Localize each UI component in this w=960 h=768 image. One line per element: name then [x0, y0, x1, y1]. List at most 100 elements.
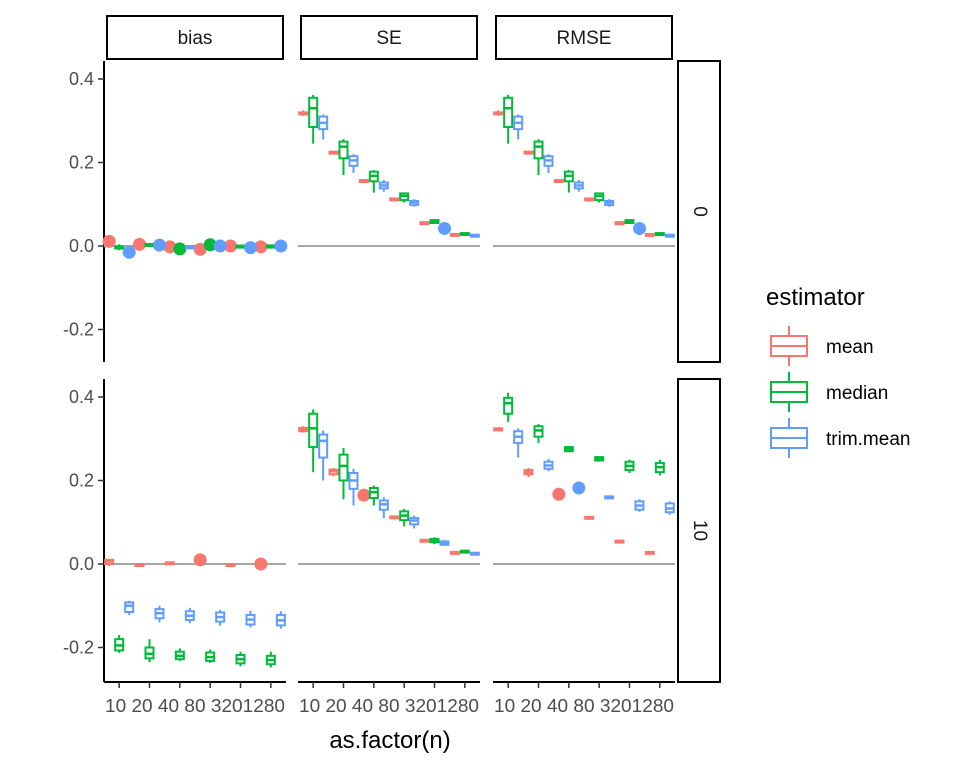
box-body: [503, 396, 514, 415]
outlier-point: [357, 488, 371, 502]
box-body: [533, 140, 544, 160]
box-median-10: [308, 94, 319, 144]
box-mean-80: [584, 515, 595, 520]
box-median-80: [399, 508, 410, 527]
box-mean-20: [328, 150, 339, 155]
box-trim.mean-80: [604, 199, 615, 207]
box-median-40: [368, 170, 379, 193]
box-median-20: [144, 639, 155, 663]
box-body: [308, 96, 319, 129]
box-mean-40: [552, 487, 566, 501]
box-trim.mean-10: [513, 428, 524, 458]
box-median-320: [235, 244, 246, 249]
legend-title: estimator: [766, 284, 865, 311]
y-tick-label: -0.2: [63, 320, 94, 340]
box-mean-320: [225, 563, 236, 567]
box-trim.mean-1280: [469, 233, 480, 238]
strip-SE: SE: [300, 15, 478, 60]
outlier-point: [213, 239, 227, 253]
box-trim.mean-40: [184, 607, 195, 624]
outlier-point: [122, 245, 136, 259]
box-mean-1280: [449, 550, 460, 555]
legend-entry-median: median: [770, 372, 888, 412]
box-trim.mean-20: [348, 154, 359, 173]
box-trim.mean-10: [513, 114, 524, 140]
box-mean-320: [224, 239, 237, 253]
outlier-point: [274, 239, 288, 253]
box-mean-20: [133, 237, 146, 251]
box-mean-80: [584, 197, 595, 202]
box-mean-10: [298, 426, 309, 433]
outlier-point: [193, 553, 207, 567]
box-median-80: [203, 238, 217, 252]
panel-bias-0: [102, 234, 288, 259]
box-trim.mean-20: [348, 468, 359, 506]
y-tick-label: 0.4: [69, 69, 94, 89]
box-mean-1280: [449, 232, 460, 237]
box-mean-10: [104, 558, 115, 567]
box-mean-40: [164, 561, 175, 566]
outlier-point: [438, 221, 451, 235]
box-median-320: [429, 219, 440, 225]
box-median-20: [533, 139, 544, 176]
panel-bias-10: [104, 553, 286, 668]
box-median-1280: [459, 232, 470, 237]
outlier-point: [102, 234, 116, 248]
box-trim.mean-1280: [664, 233, 675, 238]
box-mean-10: [493, 427, 504, 432]
box-mean-80: [389, 197, 400, 202]
box-trim.mean-20: [543, 458, 554, 472]
box-mean-1280: [254, 557, 268, 571]
outlier-point: [244, 241, 257, 255]
box-mean-320: [614, 539, 625, 544]
strip-RMSE: RMSE: [495, 15, 673, 60]
y-tick-label: 0.2: [69, 153, 94, 173]
legend-label: trim.mean: [826, 429, 910, 450]
strip-label-bias: bias: [178, 28, 213, 49]
box-mean-40: [357, 488, 371, 502]
strip-bias: bias: [106, 15, 284, 60]
box-mean-1280: [644, 232, 655, 237]
box-trim.mean-320: [634, 499, 645, 512]
box-trim.mean-10: [122, 245, 136, 259]
box-trim.mean-40: [572, 481, 586, 495]
y-tick-label: -0.2: [63, 638, 94, 658]
box-trim.mean-320: [439, 539, 450, 546]
box-median-320: [235, 651, 246, 667]
panel-RMSE-0: [493, 94, 675, 247]
box-mean-40: [163, 240, 177, 254]
box-median-1280: [654, 232, 665, 237]
box-body: [318, 433, 329, 459]
y-axis-row-0: 0.4 0.2 0.0 -0.2: [63, 61, 105, 362]
panel-SE-0: [298, 94, 480, 247]
outlier-point: [572, 481, 586, 495]
box-median-320: [429, 537, 440, 544]
box-body: [124, 601, 135, 614]
strip-label-SE: SE: [376, 28, 401, 49]
box-body: [308, 412, 319, 449]
panel-RMSE-10: [493, 392, 675, 565]
box-median-10: [503, 392, 514, 423]
box-mean-80: [193, 242, 207, 256]
x-tick-labels: 10 20 40 80 3201280: [299, 696, 479, 716]
box-mean-10: [298, 110, 309, 116]
y-tick-label: 0.2: [69, 471, 94, 491]
outlier-point: [224, 239, 237, 253]
box-median-10: [114, 244, 125, 251]
y-tick-label: 0.0: [69, 554, 94, 574]
strip-box-RMSE: [495, 15, 673, 60]
y-axis-row-10: 0.4 0.2 0.0 -0.2: [63, 379, 105, 682]
legend: estimator mean median trim.mean: [766, 284, 910, 458]
box-trim.mean-80: [213, 239, 227, 253]
y-tick-label: 0.0: [69, 236, 94, 256]
box-trim.mean-80: [604, 495, 615, 500]
box-median-20: [533, 424, 544, 443]
box-trim.mean-1280: [664, 501, 675, 515]
box-mean-40: [358, 179, 369, 184]
box-trim.mean-10: [124, 600, 135, 615]
box-mean-320: [614, 221, 625, 226]
outlier-point: [254, 557, 268, 571]
row-strip-box-0: [677, 60, 721, 363]
box-trim.mean-320: [633, 221, 646, 235]
